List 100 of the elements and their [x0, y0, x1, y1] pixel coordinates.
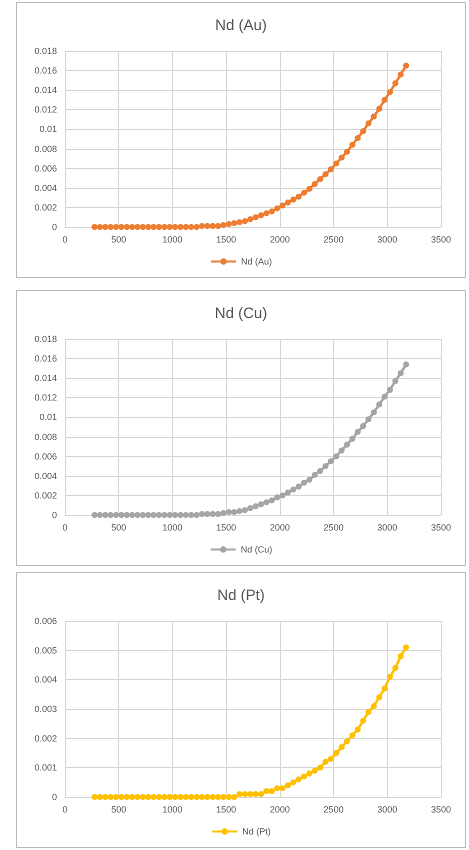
- point: [328, 756, 334, 762]
- point: [242, 507, 248, 514]
- point: [177, 512, 184, 518]
- chart-title: Nd (Cu): [214, 305, 268, 322]
- point: [92, 512, 98, 518]
- point: [382, 394, 388, 400]
- y-tick-label: 0.003: [34, 704, 57, 714]
- point: [360, 423, 366, 430]
- point: [398, 71, 404, 78]
- point: [252, 503, 259, 510]
- point: [226, 794, 232, 800]
- point: [258, 501, 264, 508]
- point: [344, 442, 350, 448]
- point: [177, 224, 184, 230]
- point: [124, 512, 130, 518]
- point: [360, 718, 366, 724]
- point: [344, 148, 350, 155]
- point: [113, 794, 120, 800]
- point: [328, 166, 334, 172]
- point: [354, 135, 361, 142]
- point: [370, 703, 377, 710]
- x-tick-label: 500: [111, 234, 126, 244]
- point: [172, 794, 178, 800]
- point: [215, 794, 222, 800]
- point: [392, 80, 398, 86]
- point: [247, 216, 254, 222]
- x-tick-label: 1000: [162, 522, 182, 532]
- y-tick-label: 0.014: [34, 85, 57, 96]
- point: [322, 758, 329, 765]
- point: [301, 480, 308, 486]
- point: [236, 219, 243, 226]
- point: [263, 210, 270, 216]
- point: [306, 476, 312, 483]
- point: [354, 428, 361, 435]
- y-tick-label: 0.014: [34, 373, 57, 384]
- legend-label: Nd (Au): [240, 256, 272, 266]
- point: [145, 512, 152, 518]
- point: [296, 776, 302, 782]
- point: [386, 386, 393, 393]
- point: [382, 685, 388, 692]
- x-tick-label: 0: [62, 234, 68, 244]
- point: [322, 463, 329, 470]
- point: [290, 486, 296, 493]
- point: [124, 224, 130, 230]
- point: [210, 511, 216, 518]
- point: [398, 370, 404, 376]
- point: [140, 512, 146, 518]
- y-tick-label: 0: [52, 792, 57, 802]
- point: [102, 224, 108, 230]
- point: [210, 794, 216, 800]
- point: [242, 791, 248, 798]
- point: [113, 224, 120, 230]
- x-tick-label: 3500: [430, 522, 452, 532]
- y-tick-label: 0.006: [34, 163, 57, 174]
- point: [333, 453, 340, 460]
- point: [317, 176, 324, 182]
- legend-label: Nd (Pt): [242, 826, 271, 836]
- point: [108, 794, 114, 800]
- point: [182, 794, 189, 800]
- point: [96, 794, 103, 800]
- point: [268, 497, 275, 504]
- x-tick-label: 3000: [377, 522, 398, 532]
- x-tick-label: 2500: [324, 234, 344, 244]
- point: [280, 492, 286, 498]
- point: [338, 447, 345, 454]
- point: [376, 106, 382, 112]
- y-tick-label: 0.016: [34, 66, 57, 76]
- point: [150, 794, 157, 800]
- point: [156, 512, 162, 518]
- point: [290, 779, 296, 786]
- point: [166, 224, 173, 230]
- y-tick-label: 0.012: [34, 392, 57, 403]
- point: [333, 750, 340, 756]
- point: [322, 171, 329, 178]
- point: [220, 510, 226, 516]
- point: [338, 154, 345, 161]
- point: [252, 214, 259, 220]
- point: [247, 505, 254, 512]
- point: [129, 224, 136, 230]
- point: [231, 794, 238, 800]
- point: [349, 142, 356, 148]
- point: [360, 128, 366, 134]
- point: [263, 788, 270, 794]
- point: [258, 212, 264, 218]
- y-tick-label: 0.002: [34, 202, 57, 212]
- point: [198, 794, 205, 800]
- y-tick-label: 0.018: [34, 46, 57, 56]
- x-tick-label: 3500: [430, 234, 452, 244]
- point: [108, 224, 114, 230]
- y-tick-label: 0.008: [34, 144, 57, 154]
- point: [274, 205, 280, 212]
- legend-label: Nd (Cu): [240, 544, 272, 554]
- point: [274, 785, 280, 792]
- point: [161, 794, 168, 800]
- point: [284, 490, 291, 496]
- point: [370, 409, 377, 416]
- point: [226, 221, 232, 228]
- y-tick-label: 0.004: [34, 674, 57, 685]
- point: [306, 770, 312, 777]
- point: [92, 794, 98, 800]
